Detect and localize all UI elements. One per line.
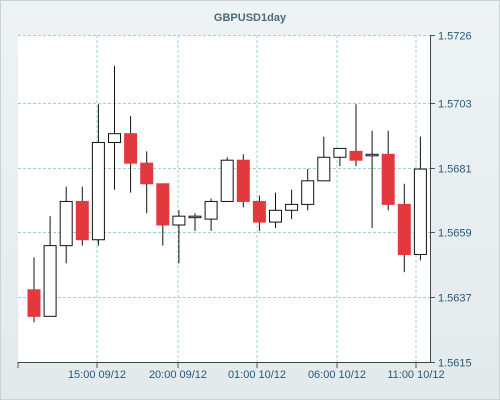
candle-body-down: [236, 159, 250, 202]
x-tick-label: 15:00 09/12: [68, 369, 126, 381]
x-tick-label: 06:00 10/12: [308, 369, 366, 381]
candle-body-up: [333, 147, 347, 158]
candle-body-up: [188, 215, 202, 219]
candle-body-down: [381, 153, 395, 205]
y-tick-label: 1.5681: [438, 164, 472, 176]
candle-body-up: [317, 156, 331, 182]
candle-body-up: [172, 215, 186, 226]
candle-body-down: [124, 133, 138, 164]
candle-body-down: [75, 200, 89, 241]
candle-body-down: [397, 203, 411, 255]
candle-body-up: [59, 200, 73, 247]
candle-body-up: [220, 159, 234, 202]
candle-body-down: [156, 183, 170, 226]
candle-body-up: [301, 180, 315, 205]
candle-body-down: [140, 162, 154, 185]
candle-body-up: [91, 142, 105, 241]
x-tick-label: 20:00 09/12: [149, 369, 207, 381]
candle-body-up: [269, 209, 282, 223]
y-tick-label: 1.5659: [438, 228, 472, 240]
x-tick-label: 11:00 10/12: [387, 369, 444, 381]
chart-title: GBPUSD1day: [213, 12, 287, 24]
x-tick-label: 01:00 10/12: [228, 369, 286, 381]
candle-body-down: [349, 150, 363, 161]
candle-body-down: [27, 289, 41, 317]
candle-body-up: [365, 153, 379, 157]
y-tick-label: 1.5615: [438, 358, 472, 370]
candle-body-up: [108, 133, 121, 144]
y-tick-label: 1.5726: [438, 31, 472, 43]
y-tick-label: 1.5637: [438, 293, 472, 305]
candle-body-up: [285, 203, 299, 211]
candle-body-up: [413, 168, 427, 255]
candle-body-up: [43, 245, 57, 317]
candle-body-up: [204, 200, 218, 220]
candle-body-down: [252, 200, 266, 223]
y-tick-label: 1.5703: [438, 99, 472, 111]
